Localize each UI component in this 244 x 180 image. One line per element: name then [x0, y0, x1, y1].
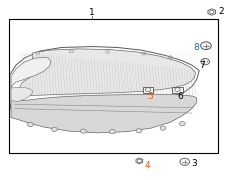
Circle shape [203, 63, 205, 64]
Circle shape [179, 122, 185, 126]
Bar [173, 87, 183, 93]
Circle shape [27, 122, 33, 127]
Circle shape [203, 60, 205, 61]
Bar [9, 19, 218, 153]
Circle shape [160, 126, 166, 130]
Text: 7: 7 [199, 61, 205, 70]
Text: 4: 4 [144, 161, 150, 170]
Bar [143, 87, 153, 93]
Circle shape [110, 130, 115, 134]
Circle shape [136, 129, 142, 133]
Circle shape [201, 58, 210, 65]
Circle shape [81, 129, 86, 133]
Text: 5: 5 [148, 92, 153, 101]
Polygon shape [20, 49, 196, 96]
Text: 2: 2 [219, 7, 224, 16]
Text: 8: 8 [193, 43, 199, 52]
Text: 6: 6 [177, 92, 183, 101]
Polygon shape [11, 57, 51, 88]
Circle shape [180, 158, 190, 165]
Polygon shape [11, 94, 197, 133]
Text: 3: 3 [191, 159, 197, 168]
Text: 1: 1 [89, 8, 95, 17]
Circle shape [201, 42, 211, 50]
Circle shape [207, 61, 208, 62]
Polygon shape [11, 87, 33, 102]
Circle shape [51, 127, 57, 131]
